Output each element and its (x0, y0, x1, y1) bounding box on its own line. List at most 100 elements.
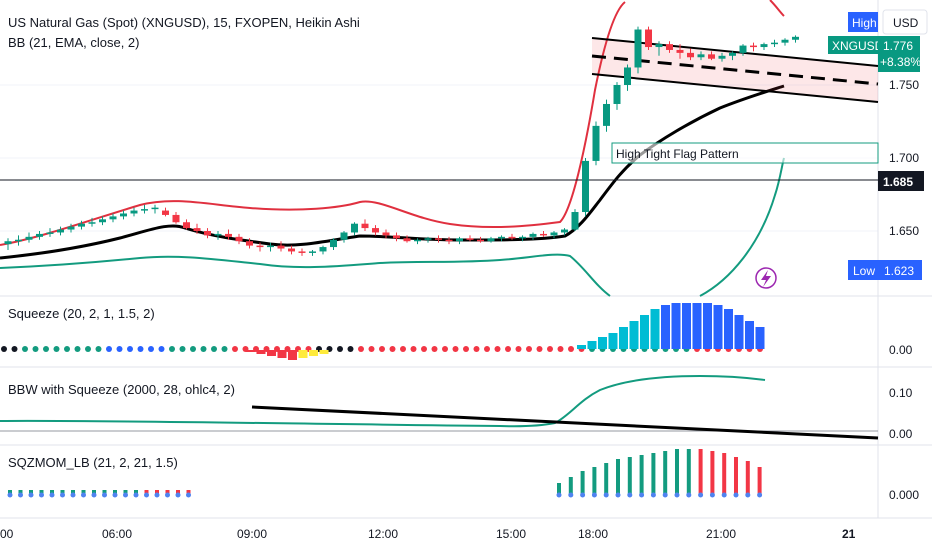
squeeze-dot (137, 346, 144, 352)
panel-separators (0, 0, 932, 519)
squeeze-dot (1, 346, 7, 352)
candle-body (708, 54, 715, 59)
squeeze-dot (337, 346, 343, 352)
candle-body (57, 229, 64, 233)
squeeze-dot (463, 346, 469, 352)
high-label: High (852, 16, 877, 30)
candle-body (183, 222, 190, 229)
candle-body (225, 233, 232, 237)
momentum-bar (745, 461, 750, 495)
candle-body (592, 125, 600, 161)
candle-body (634, 29, 642, 68)
candle-body (771, 42, 778, 45)
bb-upper-line (0, 1, 626, 246)
squeeze-dot (11, 346, 18, 352)
squeeze-bar (682, 303, 691, 349)
momentum-dot (70, 492, 76, 498)
change-percent: +8.38% (880, 55, 921, 69)
candle-body (540, 233, 547, 236)
time-tick-4: 12:00 (368, 527, 398, 541)
candle-body (445, 239, 453, 242)
squeeze-bar (703, 303, 712, 349)
momentum-dot (123, 492, 128, 498)
candle-body (372, 228, 379, 233)
bb-lower-line (0, 253, 611, 297)
squeeze-dot (400, 346, 406, 352)
squeeze-dot (526, 346, 532, 352)
squeeze-bar-negative (319, 350, 329, 354)
flag-lower-line (591, 73, 879, 103)
time-tick-6: 18:00 (578, 527, 608, 541)
time-axis: 00 06:00 09:00 12:00 15:00 18:00 21:00 2… (0, 527, 856, 541)
candle-body (319, 247, 327, 252)
candle-body (340, 232, 348, 240)
candle-body (529, 233, 537, 237)
candle-body (424, 238, 432, 240)
squeeze-bar (640, 315, 649, 349)
candle-body (382, 232, 390, 236)
squeeze-dot (494, 346, 501, 352)
squeeze-bar (629, 321, 639, 349)
squeeze-dot (211, 346, 217, 352)
candle-body (508, 236, 516, 239)
candle-body (361, 223, 369, 229)
momentum-dot (186, 492, 191, 498)
time-tick-5: 15:00 (496, 527, 526, 541)
squeeze-dot (148, 346, 154, 352)
candle-body (697, 54, 705, 58)
candle-body (792, 36, 799, 40)
momentum-dot (556, 492, 562, 498)
candle-body (288, 248, 295, 252)
candle-body (277, 245, 285, 249)
candle-body (487, 238, 495, 242)
momentum-dot (650, 492, 656, 498)
momentum-dot (674, 492, 680, 498)
momentum-dot (49, 492, 55, 498)
lightning-icon[interactable] (755, 267, 777, 289)
pattern-annotation[interactable]: High Tight Flag Pattern (611, 142, 879, 164)
squeeze-bar (577, 345, 586, 349)
candles (4, 26, 799, 256)
sqzmom-histogram (7, 449, 763, 498)
squeeze-dot (53, 346, 60, 352)
hline-value: 1.685 (883, 175, 913, 189)
last-price: 1.776 (883, 39, 913, 53)
time-tick-1: 00 (0, 527, 14, 541)
momentum-dot (28, 492, 34, 498)
squeeze-bar (619, 327, 628, 349)
candle-body (120, 213, 127, 217)
squeeze-dot (158, 346, 165, 352)
candle-body (46, 232, 54, 234)
squeeze-dot (74, 346, 81, 352)
sqzmom-panel: SQZMOM_LB (21, 2, 21, 1.5) 0.000 (7, 449, 919, 502)
squeeze-dot (536, 346, 543, 352)
currency-selector[interactable]: USD (882, 9, 928, 35)
momentum-bar (627, 457, 632, 495)
candle-body (151, 207, 159, 210)
candle-body (750, 45, 757, 48)
squeeze-bar (755, 327, 765, 349)
momentum-bar (686, 449, 691, 495)
time-tick-2: 06:00 (102, 527, 132, 541)
squeeze-dot (421, 346, 427, 352)
candle-body (477, 239, 484, 242)
candle-body (78, 223, 85, 227)
low-value: 1.623 (884, 264, 914, 278)
bb-lower-line-right (699, 157, 785, 297)
price-tick-1: 1.750 (889, 78, 919, 92)
bbw-label: BBW with Squeeze (2000, 28, ohlc4, 2) (8, 382, 235, 397)
momentum-bar (592, 467, 597, 495)
momentum-dot (102, 492, 107, 498)
candle-body (246, 241, 253, 246)
sqzmom-label: SQZMOM_LB (21, 2, 21, 1.5) (8, 455, 178, 470)
momentum-bar (734, 457, 738, 495)
candle-body (466, 238, 474, 240)
candle-body (130, 210, 138, 214)
squeeze-dot (347, 346, 354, 352)
momentum-dot (133, 492, 139, 498)
squeeze-dot (515, 346, 522, 352)
candle-body (4, 241, 12, 245)
momentum-dot (7, 492, 13, 498)
squeeze-bar-negative (256, 350, 266, 354)
